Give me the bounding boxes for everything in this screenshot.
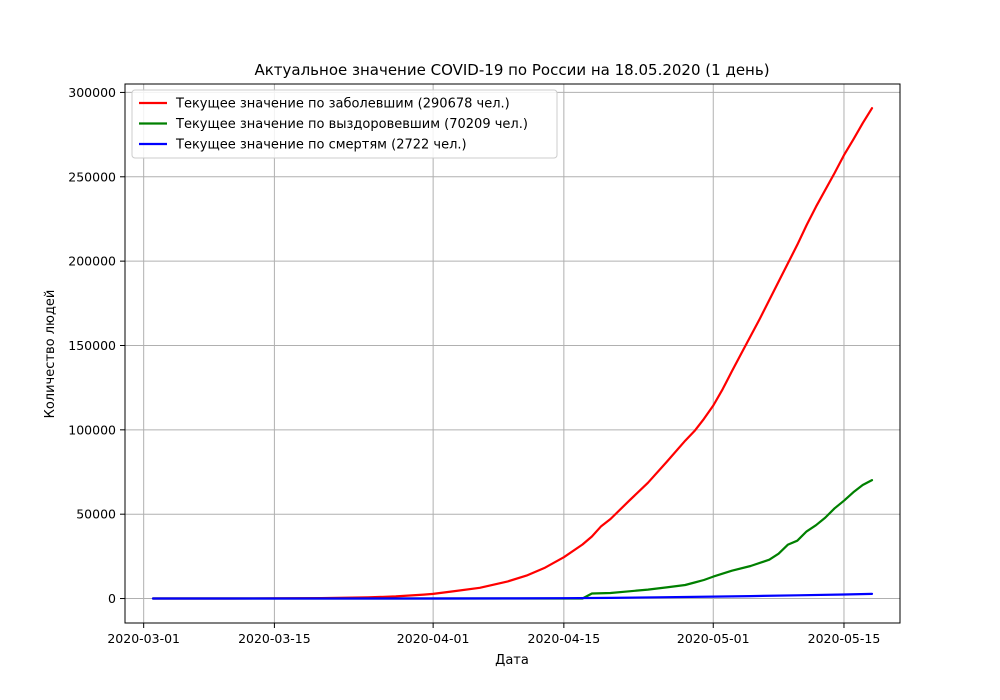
x-tick-label: 2020-03-15 (238, 631, 311, 646)
legend-box (131, 89, 558, 159)
legend-item-deaths: Текущее значение по смертям (2722 чел.) (139, 138, 467, 153)
y-tick-label: 150000 (68, 338, 116, 353)
y-tick-label: 0 (108, 591, 116, 606)
deaths-series-line (151, 592, 874, 600)
recovered-series-line (151, 479, 874, 600)
y-tick-label: 50000 (76, 507, 116, 522)
legend: Текущее значение по заболевшим (290678 ч… (131, 89, 558, 159)
x-tick-label: 2020-05-15 (808, 631, 881, 646)
axis-ticks: 2020-03-01 2020-03-15 2020-04-01 2020-04-15… (68, 85, 880, 646)
legend-label: Текущее значение по заболевшим (290678 ч… (175, 97, 510, 112)
y-axis-label: Количество людей (43, 290, 58, 419)
x-tick-label: 2020-04-15 (528, 631, 601, 646)
plot-frame (124, 83, 901, 624)
grid-lines (125, 84, 900, 623)
y-tick-label: 100000 (68, 422, 116, 437)
legend-item-recovered: Текущее значение по выздоровевшим (70209… (139, 117, 528, 132)
x-tick-label: 2020-04-01 (397, 631, 470, 646)
y-tick-label: 300000 (68, 85, 116, 100)
x-axis-label: Дата (495, 653, 529, 668)
x-tick-label: 2020-03-01 (107, 631, 180, 646)
legend-item-cases: Текущее значение по заболевшим (290678 ч… (139, 97, 510, 112)
cases-series-line (151, 107, 874, 600)
legend-label: Текущее значение по смертям (2722 чел.) (175, 138, 467, 153)
x-tick-label: 2020-05-01 (677, 631, 750, 646)
series-layer (151, 107, 874, 600)
legend-label: Текущее значение по выздоровевшим (70209… (175, 117, 528, 132)
chart-title: Актуальное значение COVID-19 по России н… (254, 61, 769, 79)
y-tick-label: 250000 (68, 169, 116, 184)
y-tick-label: 200000 (68, 254, 116, 269)
